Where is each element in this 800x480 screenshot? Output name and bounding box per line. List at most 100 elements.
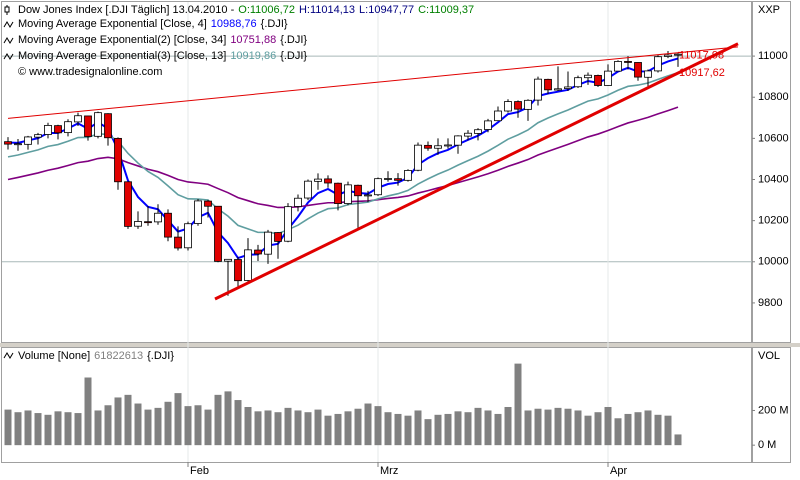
volume-bar (44, 414, 52, 446)
volume-bar (584, 415, 592, 446)
volume-bar (504, 406, 512, 446)
candle-body (224, 258, 232, 262)
y-tick-label: 11000 (758, 50, 788, 62)
volume-bar (184, 406, 192, 446)
volume-bar (474, 407, 482, 446)
candle-body (654, 56, 662, 72)
candle-body (454, 135, 462, 146)
volume-bar (344, 411, 352, 446)
trendline (7, 46, 739, 119)
volume-bar (384, 412, 392, 446)
volume-bar (354, 408, 362, 446)
volume-bar (364, 403, 372, 446)
volume-bar (244, 406, 252, 446)
legend-name: Moving Average Exponential [Close, 4] (18, 18, 207, 30)
candle-body (564, 86, 572, 89)
candle-body (524, 99, 532, 110)
volume-bar (124, 394, 132, 446)
candle-body (444, 144, 452, 147)
legend: Moving Average Exponential [Close, 4] 109… (3, 18, 307, 62)
volume-bar (4, 409, 12, 446)
candle-body (74, 115, 82, 123)
y-tick-label: 0 M (758, 439, 776, 451)
candle-body (464, 132, 472, 137)
volume-bar (614, 418, 622, 446)
candle-body (314, 178, 322, 182)
x-tick-label: Mrz (380, 465, 398, 477)
candle-body (154, 212, 162, 223)
legend-entry: Moving Average Exponential [Close, 4] 109… (18, 18, 288, 30)
candle-body (184, 223, 192, 249)
volume-bar (34, 413, 42, 446)
candle-body (134, 221, 142, 227)
candle-body (144, 221, 152, 224)
candle-body (374, 178, 382, 196)
volume-bar (204, 409, 212, 446)
trendline (214, 42, 739, 301)
volume-bar (414, 410, 422, 446)
volume-bar (234, 400, 242, 446)
candle-body (434, 145, 442, 149)
volume-axis-label: VOL (758, 350, 780, 362)
volume-bar (514, 363, 522, 446)
volume-bar (624, 413, 632, 446)
y-tick-label: 10400 (758, 173, 789, 185)
legend-value: 10751,88 (230, 34, 276, 46)
candle-icon (4, 5, 10, 15)
volume-axis-panel (752, 347, 791, 463)
candle-body (344, 184, 352, 204)
candle-body (574, 77, 582, 88)
price-axis-panel (752, 1, 791, 343)
candle-body (394, 178, 402, 181)
legend-icon (3, 53, 14, 60)
volume-bar (494, 413, 502, 446)
volume-bar (634, 412, 642, 446)
candle-body (644, 70, 652, 78)
legend-name: Moving Average Exponential(2) [Close, 34… (18, 34, 226, 46)
candle-body (164, 212, 172, 238)
volume-bar (94, 410, 102, 446)
volume-bar (154, 407, 162, 446)
volume-bar (484, 410, 492, 446)
legend-icon (3, 37, 14, 44)
candle-body (354, 184, 362, 197)
header-title: Dow Jones Index [.DJI Täglich] 13.04.201… (18, 4, 235, 16)
volume-bar (664, 415, 672, 446)
candle-body (584, 74, 592, 79)
volume-bar (144, 409, 152, 446)
candle-body (34, 134, 42, 138)
candle-body (124, 181, 132, 227)
volume-bar (254, 411, 262, 446)
candle-body (244, 249, 252, 281)
volume-bar (134, 403, 142, 446)
volume-bar (54, 411, 62, 446)
volume-bar (394, 413, 402, 446)
volume-bar (324, 415, 332, 446)
candle-body (334, 182, 342, 204)
candle-body (364, 194, 372, 197)
candle-body (94, 112, 102, 137)
volume-bar (164, 401, 172, 446)
volume-bar (104, 405, 112, 446)
candle-body (54, 125, 62, 134)
candle-body (104, 113, 112, 139)
legend-suffix: {.DJI} (280, 34, 307, 46)
candle-body (274, 232, 282, 242)
volume-bar (214, 394, 222, 446)
candle-body (64, 121, 72, 134)
panel-separator (0, 343, 800, 347)
volume-bar (604, 406, 612, 446)
candle-body (304, 180, 312, 199)
candle-body (294, 197, 302, 207)
legend-value: 10919,86 (230, 50, 276, 62)
volume-bar (274, 412, 282, 446)
volume-bar (284, 407, 292, 446)
price-panel (1, 1, 752, 343)
candle-body (44, 125, 52, 135)
candle-body (204, 200, 212, 207)
y-tick-label: 10000 (758, 256, 789, 268)
candle-body (284, 206, 292, 242)
legend-entry: Moving Average Exponential(2) [Close, 34… (18, 34, 307, 46)
candle-body (4, 141, 12, 145)
